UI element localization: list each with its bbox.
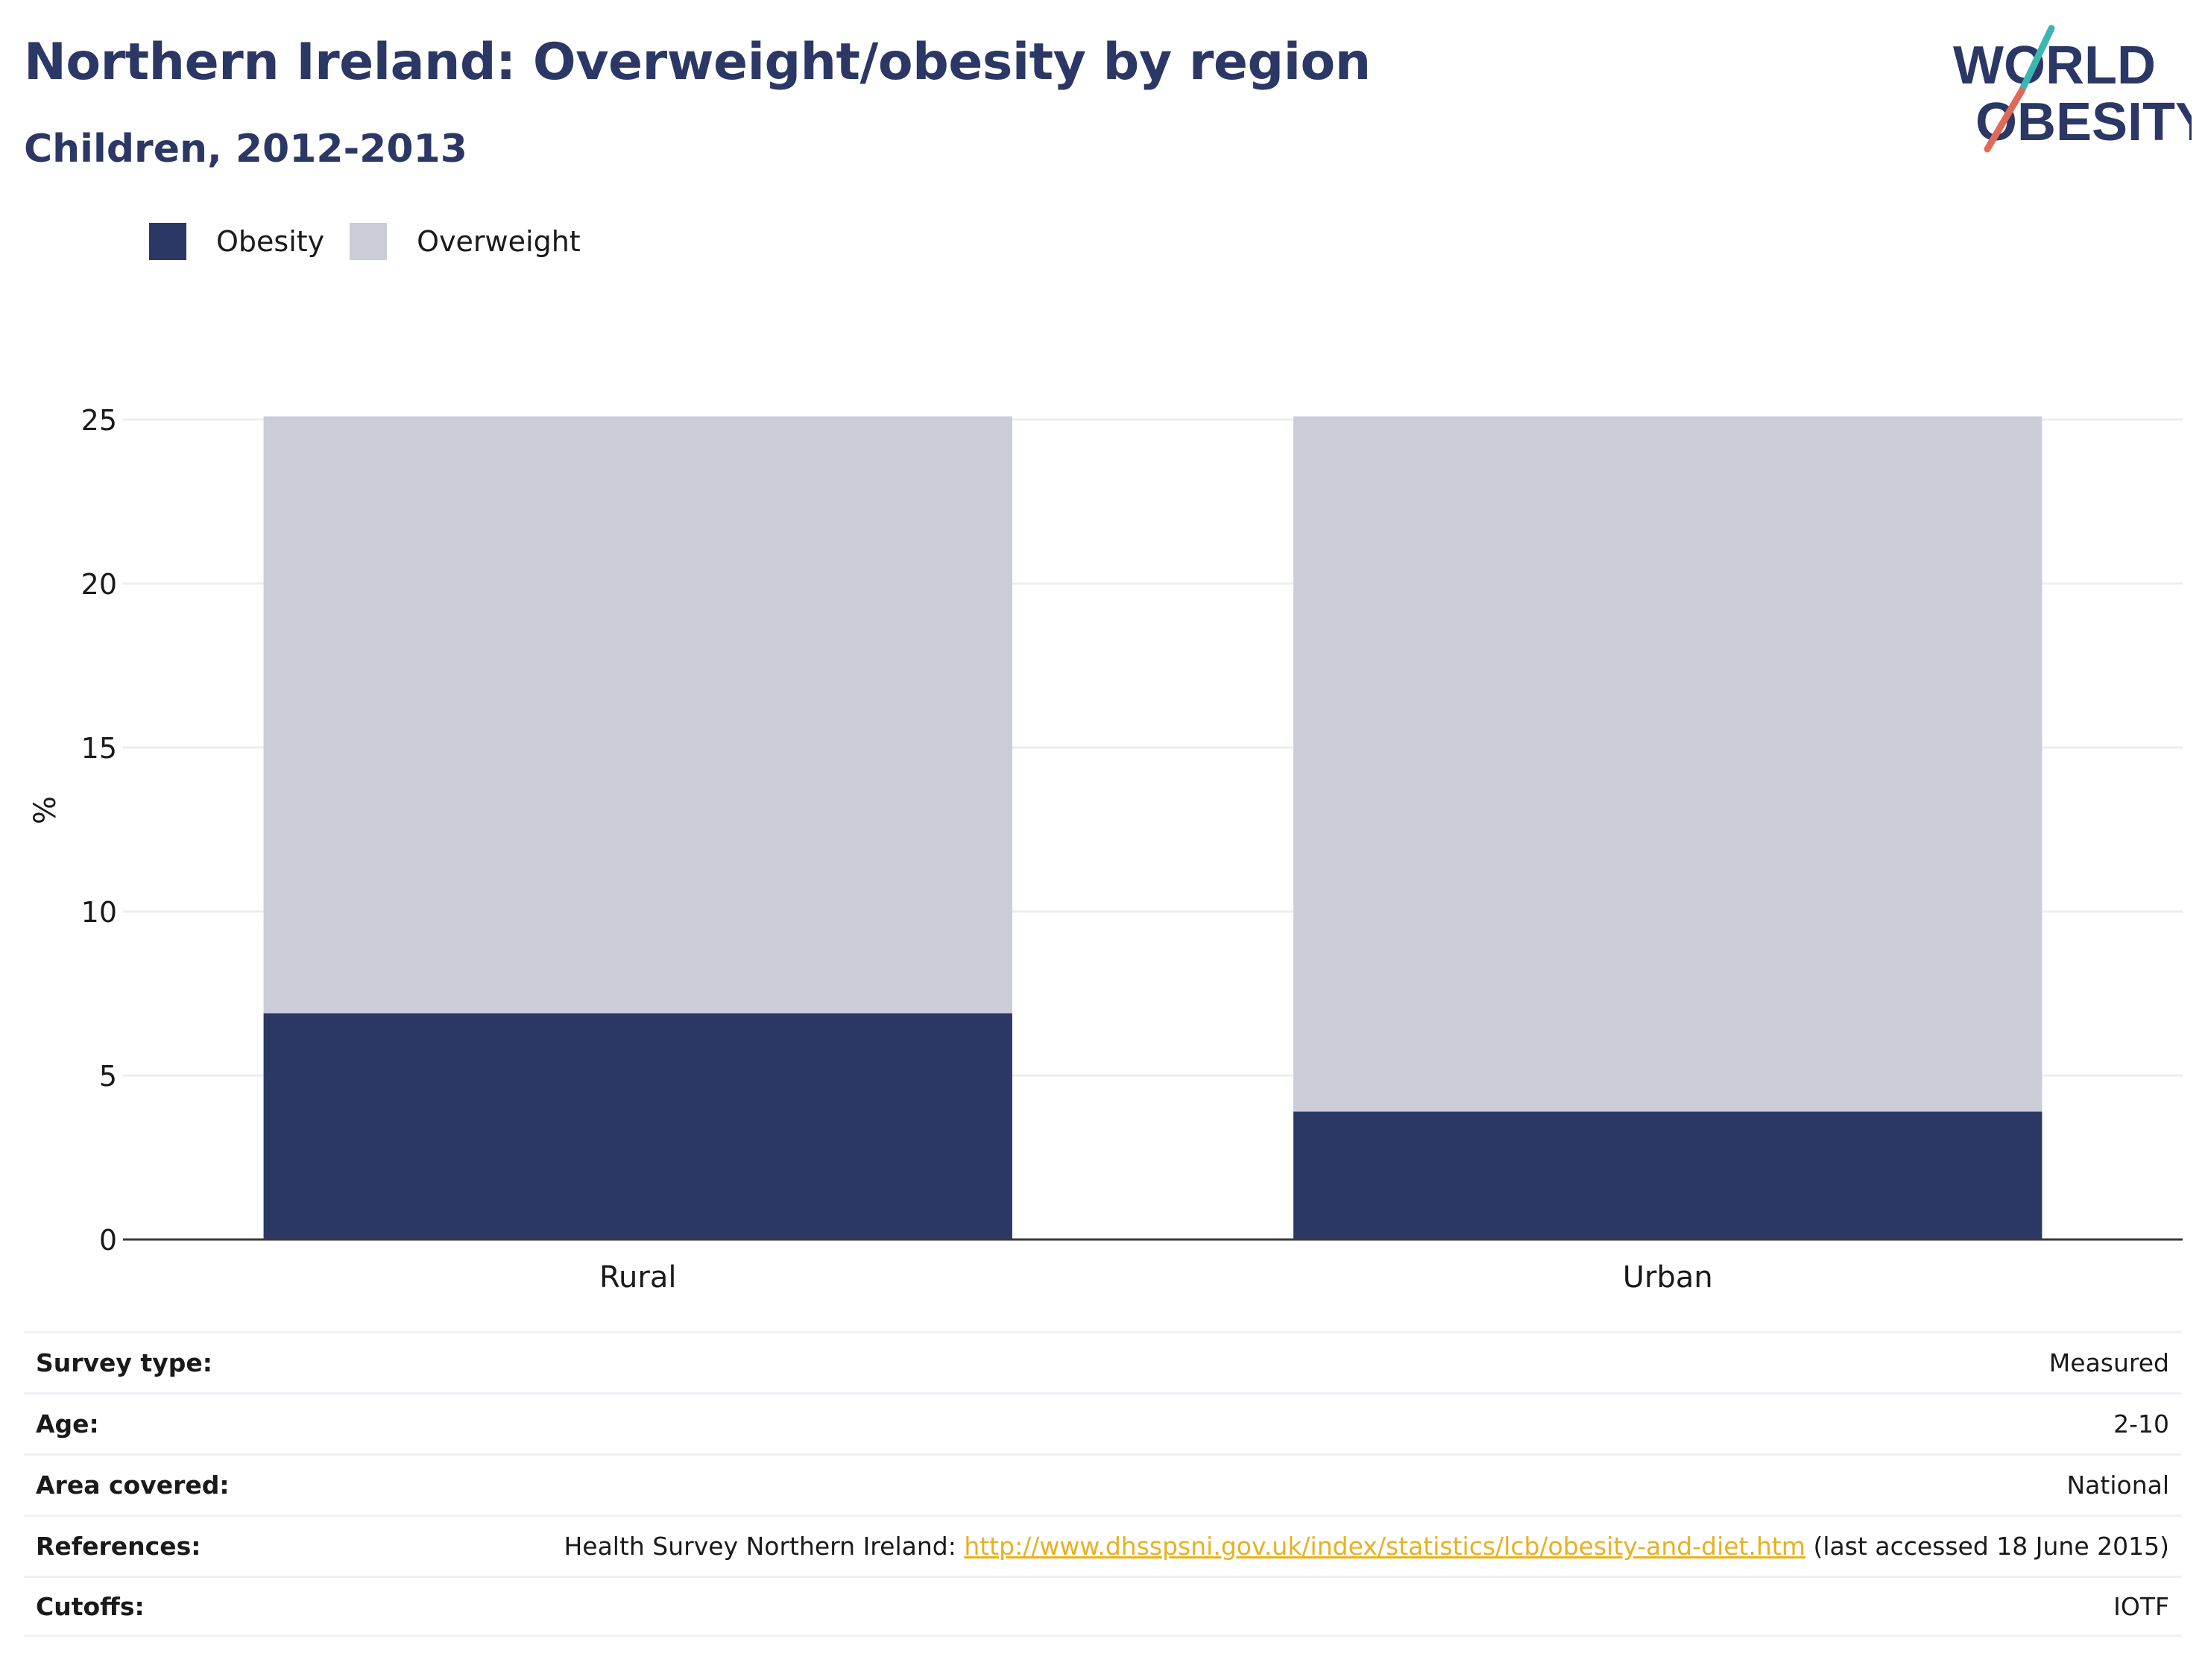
stacked-bar-chart: 0 5 10 15 20 25% Rural Urban: [28, 404, 2183, 1295]
info-row-cutoffs: Cutoffs: IOTF: [24, 1576, 2181, 1637]
x-tick-label: Rural: [599, 1260, 676, 1295]
svg-text:OBESITY: OBESITY: [1975, 92, 2192, 152]
cutoffs-value: IOTF: [2113, 1591, 2169, 1621]
info-row-age: Age: 2-10: [24, 1392, 2181, 1453]
legend-item-overweight[interactable]: Overweight: [350, 223, 581, 260]
survey-type-value: Measured: [2048, 1348, 2169, 1377]
bar-overweight-rural: [263, 416, 1012, 1014]
references-value: Health Survey Northern Ireland: http://w…: [564, 1532, 2169, 1561]
y-tick-label: 5: [99, 1060, 117, 1093]
legend-swatch-obesity: [149, 223, 186, 260]
legend-label-obesity: Obesity: [216, 225, 325, 258]
bar-obesity-rural: [263, 1013, 1012, 1240]
bar-obesity-urban: [1293, 1111, 2042, 1240]
svg-text:WORLD: WORLD: [1953, 36, 2156, 95]
info-row-references: References: Health Survey Northern Irela…: [24, 1515, 2181, 1576]
y-tick-label: 15: [81, 732, 117, 765]
page-title: Northern Ireland: Overweight/obesity by …: [24, 33, 1371, 92]
info-row-survey-type: Survey type: Measured: [24, 1331, 2181, 1392]
x-tick-label: Urban: [1623, 1260, 1713, 1295]
references-label: References:: [36, 1532, 201, 1561]
y-axis-title: %: [28, 796, 63, 824]
info-row-area: Area covered: National: [24, 1453, 2181, 1515]
survey-type-label: Survey type:: [36, 1348, 212, 1377]
bar-overweight-urban: [1293, 416, 2042, 1112]
y-tick-label: 0: [99, 1224, 117, 1257]
info-table: Survey type: Measured Age: 2-10 Area cov…: [24, 1331, 2181, 1637]
y-tick-label: 25: [81, 404, 117, 437]
age-value: 2-10: [2113, 1409, 2169, 1439]
reference-link[interactable]: http://www.dhsspsni.gov.uk/index/statist…: [964, 1532, 1805, 1561]
references-suffix: (last accessed 18 June 2015): [1805, 1532, 2169, 1561]
legend-swatch-overweight: [350, 223, 388, 260]
legend-item-obesity[interactable]: Obesity: [149, 223, 324, 260]
area-label: Area covered:: [36, 1471, 230, 1500]
cutoffs-label: Cutoffs:: [36, 1591, 145, 1621]
age-label: Age:: [36, 1409, 99, 1439]
y-tick-label: 10: [81, 896, 117, 929]
area-value: National: [2066, 1471, 2169, 1500]
legend-label-overweight: Overweight: [417, 225, 581, 258]
chart-legend: Obesity Overweight: [149, 221, 606, 262]
page-subtitle: Children, 2012-2013: [24, 127, 467, 171]
references-prefix: Health Survey Northern Ireland:: [564, 1532, 965, 1561]
y-tick-label: 20: [81, 568, 117, 601]
world-obesity-logo: WORLD OBESITY: [1953, 25, 2192, 153]
